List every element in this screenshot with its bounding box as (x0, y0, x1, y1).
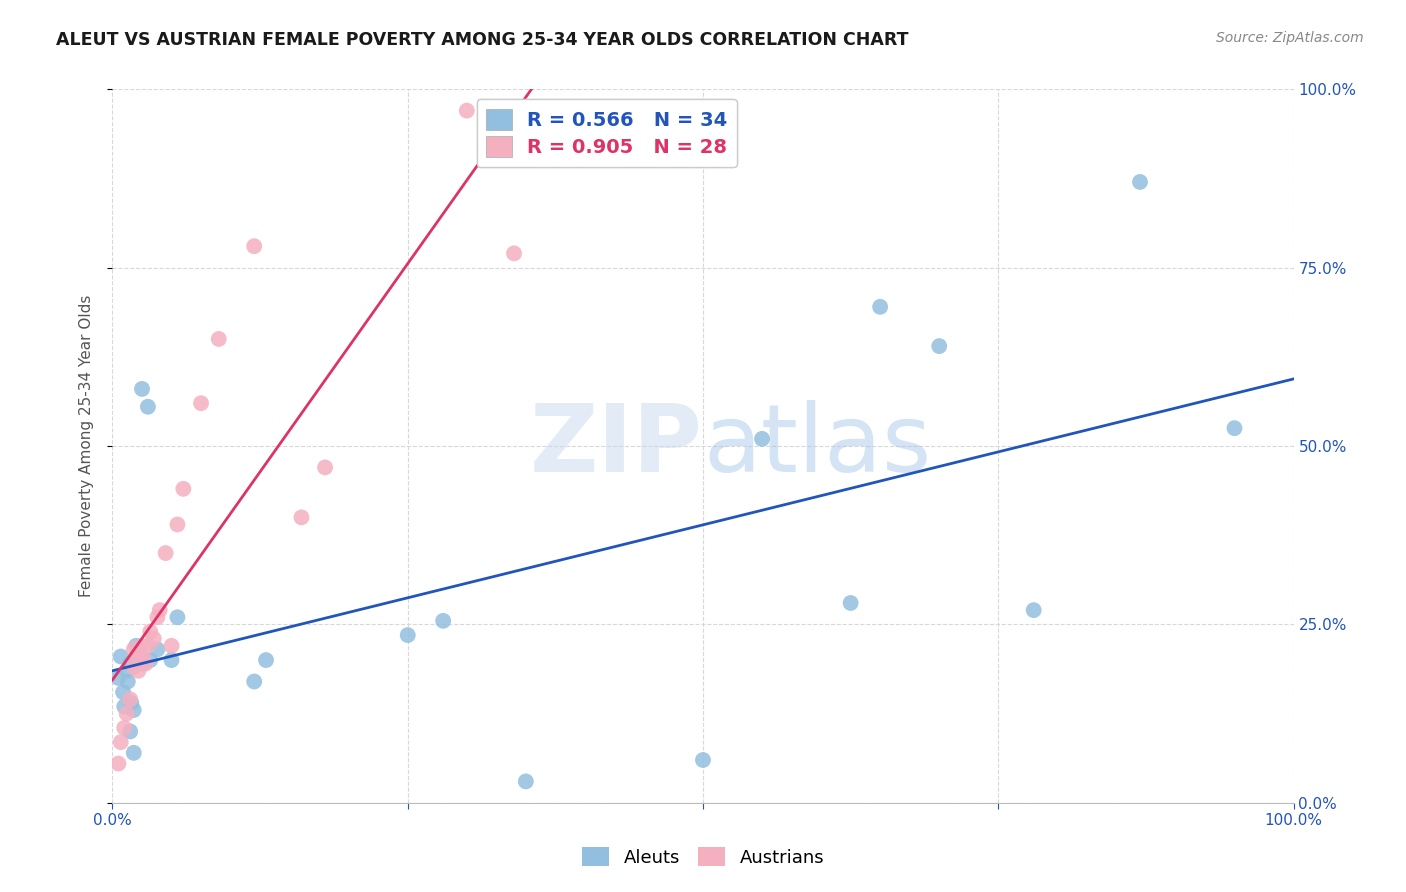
Point (127, 642, 149, 657)
Point (125, 649, 148, 664)
Point (120, 692, 142, 706)
Point (136, 639, 159, 653)
Point (190, 396, 212, 410)
Point (122, 642, 145, 657)
Point (149, 603, 172, 617)
Point (243, 239, 266, 253)
Point (112, 685, 135, 699)
Point (107, 756, 129, 771)
Point (139, 624, 162, 639)
Point (142, 632, 165, 646)
Point (120, 724, 142, 739)
Point (692, 753, 714, 767)
Point (115, 664, 138, 678)
Point (1223, 421, 1246, 435)
Point (751, 432, 773, 446)
Point (122, 703, 145, 717)
Point (115, 706, 138, 721)
Point (110, 735, 132, 749)
Point (515, 774, 537, 789)
Point (155, 546, 177, 560)
Point (135, 657, 157, 671)
Y-axis label: Female Poverty Among 25-34 Year Olds: Female Poverty Among 25-34 Year Olds (79, 295, 94, 597)
Point (254, 653, 277, 667)
Point (125, 639, 148, 653)
Point (125, 653, 148, 667)
Point (136, 400, 159, 414)
Point (131, 657, 153, 671)
Point (503, 246, 526, 260)
Point (456, 103, 478, 118)
Point (139, 653, 162, 667)
Point (131, 649, 153, 664)
Point (396, 628, 419, 642)
Point (112, 721, 135, 735)
Point (131, 382, 153, 396)
Point (432, 614, 454, 628)
Text: ZIP: ZIP (530, 400, 703, 492)
Text: Source: ZipAtlas.com: Source: ZipAtlas.com (1216, 31, 1364, 45)
Point (120, 696, 142, 710)
Point (120, 657, 142, 671)
Point (166, 517, 188, 532)
Legend: Aleuts, Austrians: Aleuts, Austrians (575, 840, 831, 874)
Point (839, 596, 862, 610)
Point (1022, 603, 1045, 617)
Point (146, 610, 169, 624)
Text: ALEUT VS AUSTRIAN FEMALE POVERTY AMONG 25-34 YEAR OLDS CORRELATION CHART: ALEUT VS AUSTRIAN FEMALE POVERTY AMONG 2… (56, 31, 908, 49)
Point (243, 674, 266, 689)
Point (314, 460, 336, 475)
Point (146, 642, 169, 657)
Point (172, 482, 194, 496)
Point (122, 746, 145, 760)
Point (869, 300, 891, 314)
Point (208, 332, 231, 346)
Point (166, 610, 188, 624)
Point (290, 510, 312, 524)
Point (117, 674, 139, 689)
Point (160, 639, 183, 653)
Point (160, 653, 183, 667)
Text: atlas: atlas (703, 400, 931, 492)
Point (127, 664, 149, 678)
Point (110, 649, 132, 664)
Point (107, 671, 129, 685)
Point (131, 639, 153, 653)
Point (1129, 175, 1152, 189)
Legend: R = 0.566   N = 34, R = 0.905   N = 28: R = 0.566 N = 34, R = 0.905 N = 28 (477, 99, 737, 167)
Point (928, 339, 950, 353)
Point (122, 660, 145, 674)
Point (112, 699, 135, 714)
